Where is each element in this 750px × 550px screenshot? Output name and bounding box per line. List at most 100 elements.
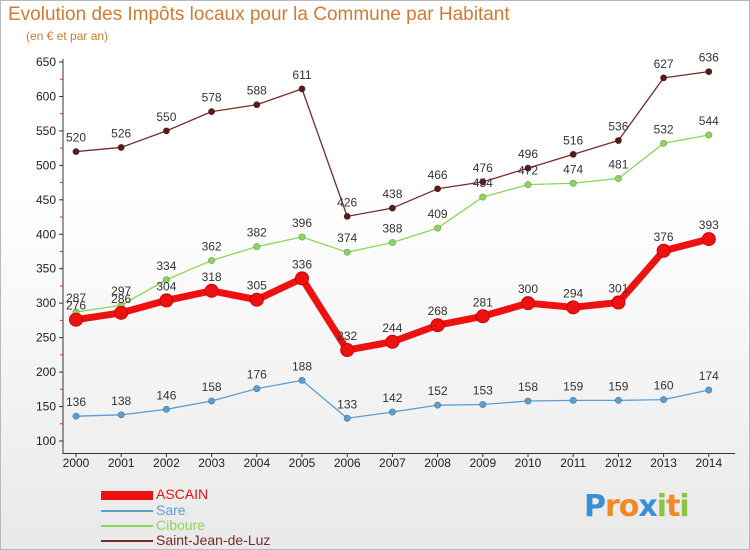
x-tick-label: 2012 (605, 456, 632, 470)
data-point (521, 296, 535, 311)
data-point (479, 193, 487, 201)
data-label: 550 (156, 110, 176, 124)
data-label: 142 (382, 391, 402, 405)
data-label: 611 (292, 68, 311, 82)
data-label: 426 (337, 195, 357, 209)
data-label: 305 (247, 279, 267, 293)
data-point (660, 74, 668, 82)
data-point (524, 164, 532, 172)
data-label: 268 (428, 304, 448, 318)
data-label: 159 (563, 379, 583, 393)
data-point (385, 334, 400, 349)
logo-letter: P (584, 489, 606, 524)
data-label: 159 (608, 379, 628, 393)
data-label: 244 (382, 321, 402, 335)
logo-letter: x (638, 489, 657, 524)
data-point (524, 397, 532, 405)
y-tick-label: 550 (36, 124, 56, 138)
data-label: 301 (608, 281, 628, 295)
data-point (204, 283, 219, 298)
data-label: 133 (337, 397, 357, 411)
data-point (388, 408, 396, 416)
y-tick-label: 650 (36, 55, 56, 69)
proxiti-logo: Proxiti (584, 489, 690, 524)
x-tick-label: 2006 (334, 456, 361, 470)
data-label: 516 (563, 133, 583, 147)
data-point (656, 243, 671, 258)
legend-swatch-sare (101, 510, 153, 512)
y-tick-label: 500 (36, 158, 56, 172)
data-label: 297 (111, 284, 131, 298)
data-label: 281 (473, 295, 493, 309)
data-point (343, 414, 351, 422)
y-tick-label: 150 (36, 400, 56, 414)
logo-letter: o (618, 489, 640, 524)
data-point (343, 248, 351, 256)
data-label: 396 (292, 216, 312, 230)
data-point (343, 212, 351, 220)
y-tick-label: 300 (36, 296, 56, 310)
data-label: 188 (292, 359, 312, 373)
y-tick-label: 350 (36, 262, 56, 276)
data-label: 409 (428, 207, 448, 221)
data-label: 636 (699, 51, 719, 65)
data-point (660, 139, 668, 147)
data-label: 160 (654, 379, 674, 393)
data-label: 388 (382, 222, 402, 236)
data-point (705, 68, 713, 76)
y-tick-label: 400 (36, 227, 56, 241)
data-label: 174 (699, 369, 719, 383)
x-tick-label: 2010 (515, 456, 542, 470)
x-tick-label: 2004 (243, 456, 270, 470)
data-point (117, 411, 125, 419)
legend-label-ciboure: Ciboure (156, 517, 206, 533)
data-label: 466 (428, 168, 448, 182)
data-label: 476 (473, 161, 493, 175)
data-label: 536 (608, 120, 628, 134)
data-label: 334 (156, 259, 176, 273)
y-tick-label: 600 (36, 89, 56, 103)
data-label: 376 (654, 230, 674, 244)
data-point (162, 127, 170, 135)
y-tick-label: 200 (36, 365, 56, 379)
data-label: 158 (518, 380, 538, 394)
logo-letter: i (679, 489, 689, 524)
legend-label-sare: Sare (156, 502, 186, 518)
data-point (611, 295, 626, 310)
data-point (388, 204, 396, 212)
data-point (569, 396, 577, 404)
data-label: 287 (66, 291, 86, 305)
data-point (253, 243, 261, 251)
data-label: 496 (518, 147, 538, 161)
data-label: 481 (608, 157, 628, 171)
data-label: 526 (111, 126, 131, 140)
data-point (208, 256, 216, 264)
data-point (162, 405, 170, 413)
data-label: 276 (66, 299, 86, 313)
data-point (253, 101, 261, 109)
data-point (475, 309, 490, 324)
x-tick-label: 2009 (469, 456, 496, 470)
data-label: 438 (382, 187, 402, 201)
data-label: 454 (473, 176, 493, 190)
data-point (340, 343, 355, 358)
x-tick-label: 2001 (108, 456, 135, 470)
legend-swatch-ascain (101, 491, 153, 500)
data-point (114, 305, 129, 320)
data-label: 520 (66, 131, 86, 145)
x-tick-label: 2014 (695, 456, 722, 470)
data-label: 588 (247, 84, 267, 98)
data-point (705, 131, 713, 139)
x-tick-label: 2007 (379, 456, 406, 470)
data-label: 286 (111, 292, 131, 306)
data-label: 304 (156, 279, 176, 293)
data-label: 472 (518, 164, 538, 178)
data-point (208, 397, 216, 405)
data-point (159, 293, 174, 308)
legend-label-saint-jean-de-luz: Saint-Jean-de-Luz (156, 532, 271, 548)
x-tick-label: 2008 (424, 456, 451, 470)
data-point (434, 185, 442, 193)
logo-letter: t (666, 489, 680, 524)
data-label: 146 (156, 388, 176, 402)
